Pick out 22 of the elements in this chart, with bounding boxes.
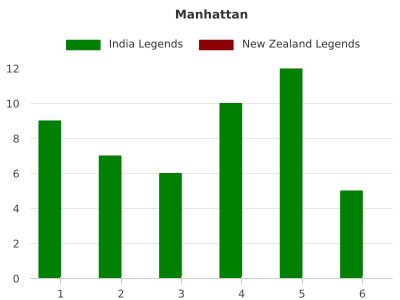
y-tick-label: 2 [12, 238, 20, 250]
x-tick-label: 1 [57, 288, 64, 300]
bar [159, 173, 182, 278]
x-tick-label: 6 [358, 288, 366, 300]
bar [98, 156, 122, 278]
legend-label: India Legends [108, 38, 184, 50]
y-tick-label: 10 [6, 98, 20, 110]
x-tick-label: 5 [298, 288, 306, 300]
y-tick-label: 0 [12, 272, 20, 286]
y-tick-label: 6 [12, 168, 20, 180]
bar [280, 68, 302, 278]
bar [38, 120, 62, 278]
bar [219, 103, 242, 278]
x-tick-label: 3 [178, 288, 185, 300]
x-tick-label: 4 [238, 288, 246, 300]
x-tick-label: 2 [118, 288, 124, 300]
y-tick-label: 4 [12, 202, 20, 216]
chart-title: Manhattan [174, 8, 248, 22]
bar [340, 190, 363, 278]
y-tick-label: 8 [12, 132, 20, 146]
y-tick-label: 12 [6, 62, 20, 76]
legend-label: New Zealand Legends [242, 38, 360, 50]
